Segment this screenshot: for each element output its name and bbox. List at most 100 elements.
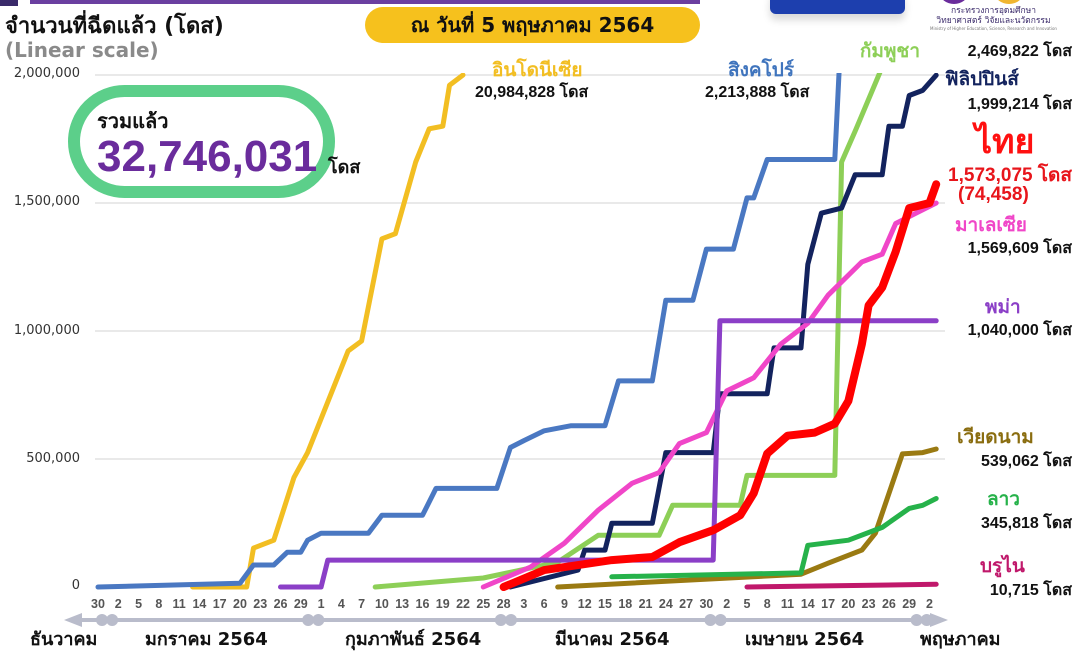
x-tick-label: 2 <box>925 597 933 611</box>
series-line <box>744 581 939 590</box>
month-boundary-marker <box>504 614 517 626</box>
x-tick-label: 10 <box>374 597 389 611</box>
month-boundary-marker <box>302 614 315 626</box>
x-tick-label: 29 <box>293 597 308 611</box>
x-tick-label: 11 <box>172 597 186 611</box>
y-tick-label: 2,000,000 <box>13 66 80 81</box>
x-tick-label: 24 <box>658 597 673 611</box>
x-tick-label: 8 <box>763 597 771 611</box>
as-of-date-badge: ณ วันที่ 5 พฤษภาคม 2564 <box>365 7 700 43</box>
series-value-malaysia: 1,569,609 โดส <box>967 240 1072 257</box>
series-name-cambodia: กัมพูชา <box>859 40 920 62</box>
x-tick-label: 17 <box>821 597 836 611</box>
month-boundary-marker <box>714 614 727 626</box>
x-tick-label: 20 <box>841 597 856 611</box>
x-tick-label: 14 <box>800 597 815 611</box>
series-line <box>507 73 939 590</box>
x-tick-label: 25 <box>476 597 491 611</box>
series-name-myanmar: พม่า <box>985 296 1021 318</box>
series-line <box>190 73 466 590</box>
series-value-myanmar: 1,040,000 โดส <box>967 322 1072 339</box>
as-of-date-text: ณ วันที่ 5 พฤษภาคม 2564 <box>410 13 655 37</box>
x-tick-label: 9 <box>560 597 568 611</box>
x-tick-label: 22 <box>456 597 470 611</box>
x-tick-label: 15 <box>598 597 612 611</box>
total-doses-box <box>68 85 335 198</box>
x-tick-label: 30 <box>91 597 105 611</box>
arrow-left-icon <box>64 613 82 627</box>
series-line <box>480 200 939 590</box>
x-tick-label: 28 <box>496 597 511 611</box>
x-tick-label: 30 <box>699 597 714 611</box>
series-line <box>278 318 939 590</box>
series-line <box>499 180 941 591</box>
month-label: มีนาคม 2564 <box>555 629 670 650</box>
series-value-thailand: 1,573,075 โดส <box>948 165 1072 186</box>
scale-subtitle: (Linear scale) <box>5 38 159 62</box>
series-name-thailand: ไทย <box>975 122 1035 162</box>
series-name-vietnam: เวียดนาม <box>957 426 1034 448</box>
month-boundary-marker <box>312 614 325 626</box>
month-label: ธันวาคม <box>30 629 98 650</box>
series-name-brunei: บรูไน <box>980 555 1025 577</box>
y-tick-label: 0 <box>71 578 80 593</box>
month-label: มกราคม 2564 <box>145 629 268 650</box>
series-name-laos: ลาว <box>987 488 1020 510</box>
month-boundary-marker <box>910 614 923 626</box>
series-value-philippines: 1,999,214 โดส <box>967 96 1072 113</box>
series-name-philippines: ฟิลิปปินส์ <box>945 68 1019 90</box>
header-corner-decoration <box>0 0 18 6</box>
month-boundary-marker <box>920 614 933 626</box>
x-tick-label: 3 <box>520 597 528 611</box>
series-line <box>372 73 883 590</box>
x-tick-label: 18 <box>618 597 633 611</box>
x-tick-label: 23 <box>861 597 876 611</box>
month-label: กุมภาพันธ์ 2564 <box>345 629 482 650</box>
x-tick-label: 27 <box>679 597 694 611</box>
series-name-indonesia: อินโดนีเซีย <box>492 59 583 81</box>
x-tick-label: 16 <box>415 597 430 611</box>
x-tick-label: 21 <box>638 597 653 611</box>
series-line <box>555 446 939 590</box>
arrow-right-icon <box>930 613 948 627</box>
month-label: พฤษภาคม <box>920 629 1001 650</box>
x-tick-label: 12 <box>577 597 592 611</box>
ministry-logo-icon <box>940 0 968 4</box>
y-tick-label: 500,000 <box>26 451 80 466</box>
header-bar <box>30 0 700 4</box>
total-unit: โดส <box>328 157 361 178</box>
x-tick-label: 23 <box>253 597 268 611</box>
x-tick-label: 13 <box>395 597 410 611</box>
x-tick-label: 4 <box>337 597 345 611</box>
series-name-malaysia: มาเลเซีย <box>955 214 1027 236</box>
x-tick-label: 6 <box>540 597 548 611</box>
x-tick-label: 7 <box>358 597 366 611</box>
brand-banner <box>770 0 905 14</box>
ministry-logo-text: กระทรวงการอุดมศึกษา วิทยาศาสตร์ วิจัยและ… <box>930 6 1057 32</box>
x-tick-label: 5 <box>135 597 143 611</box>
series-line <box>609 496 939 580</box>
series-value-laos: 345,818 โดส <box>980 515 1072 532</box>
x-tick-label: 29 <box>902 597 917 611</box>
month-label: เมษายน 2564 <box>745 629 865 650</box>
x-tick-label: 19 <box>435 597 450 611</box>
x-tick-label: 17 <box>212 597 227 611</box>
series-group <box>95 73 941 591</box>
x-tick-label: 14 <box>192 597 207 611</box>
series-value-cambodia: 2,469,822 โดส <box>967 43 1072 60</box>
x-tick-label: 1 <box>317 597 325 611</box>
x-tick-label: 8 <box>155 597 163 611</box>
x-tick-label: 11 <box>780 597 795 611</box>
y-tick-label: 1,000,000 <box>13 323 80 338</box>
x-tick-label: 26 <box>273 597 288 611</box>
x-tick-label: 20 <box>233 597 247 611</box>
x-tick-label: 26 <box>881 597 896 611</box>
series-value-singapore: 2,213,888 โดส <box>705 84 810 101</box>
month-boundary-marker <box>494 614 507 626</box>
logo-line-3: Ministry of Higher Education, Science, R… <box>930 26 1057 31</box>
total-value: 32,746,031 <box>97 132 318 181</box>
series-name-singapore: สิงคโปร์ <box>728 59 795 81</box>
x-tick-label: 2 <box>114 597 122 611</box>
ministry-logo-icon-2 <box>995 0 1023 4</box>
